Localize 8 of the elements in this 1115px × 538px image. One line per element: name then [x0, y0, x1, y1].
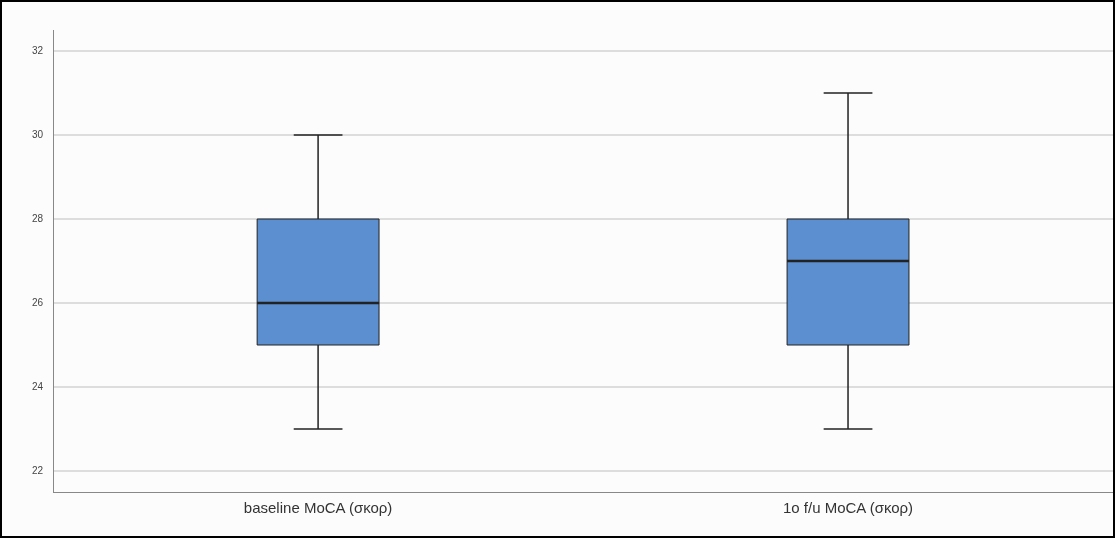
- x-tick-label: 1o f/u MoCA (σκορ): [782, 499, 914, 517]
- x-tick-label: baseline MoCA (σκορ): [243, 499, 393, 517]
- y-tick-label: 28: [32, 212, 44, 224]
- y-tick-label: 26: [32, 296, 44, 308]
- y-tick-label: 32: [32, 44, 44, 56]
- y-tick-label: 24: [32, 380, 44, 392]
- y-tick-label: 22: [32, 464, 44, 476]
- y-tick-label: 30: [32, 128, 44, 140]
